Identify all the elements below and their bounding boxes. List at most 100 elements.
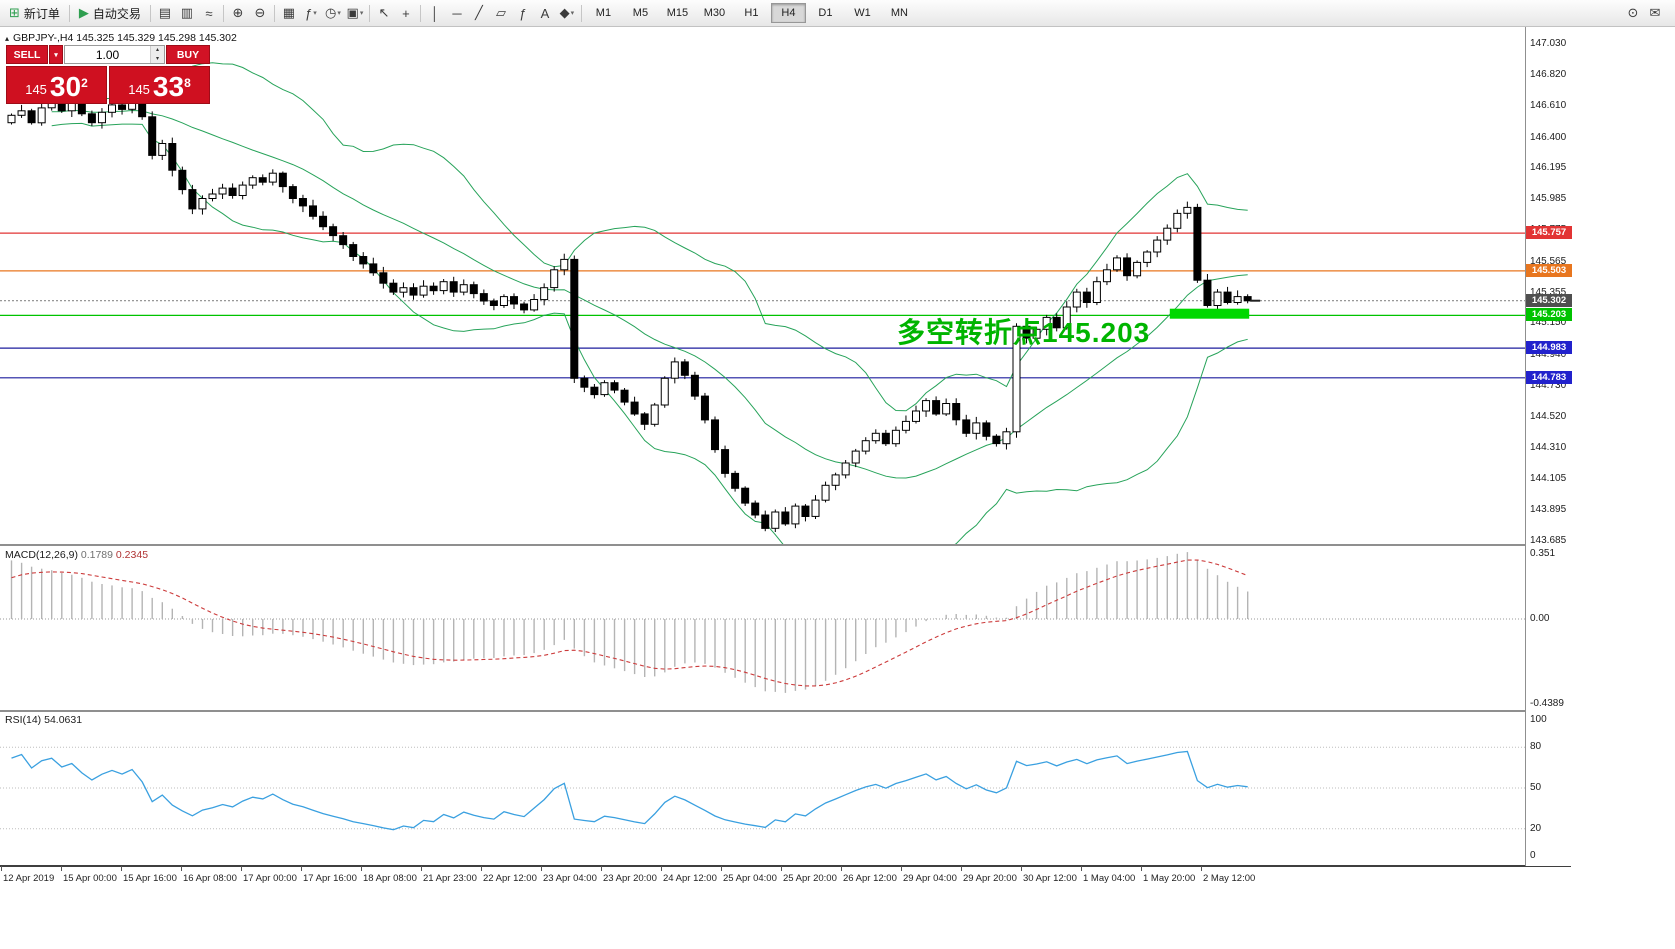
price-axis-label: 144.940 [1530,349,1567,360]
sell-price-button[interactable]: 145 30 2 [6,66,107,104]
macd-label: MACD(12,26,9) 0.1789 0.2345 [5,549,148,561]
price-axis-label: 144.520 [1530,411,1567,422]
crosshair-icon[interactable]: + [402,5,410,21]
timeframe-button-m5[interactable]: M5 [632,7,649,19]
volume-down-button[interactable]: ▾ [151,54,164,63]
trade-price-row: 145 30 2 145 33 8 [6,66,210,104]
zoom-in-icon[interactable]: ⊕ [232,5,244,20]
macd-separator[interactable] [0,544,1571,546]
periods-icon-dropdown[interactable]: ▾ [337,10,341,17]
time-axis-label: 24 Apr 12:00 [663,873,717,884]
candlestick-chart-icon[interactable]: ▥ [180,5,194,20]
tile-windows-icon[interactable]: ▦ [282,5,296,20]
price-axis-label: 143.895 [1530,504,1567,515]
auto-trading-icon: ▶ [78,5,89,20]
templates-icon[interactable]: ▣ ▾ [346,5,364,20]
indicators-icon-dropdown[interactable]: ▾ [313,10,317,17]
timeframe-button-m15[interactable]: M15 [666,7,689,19]
sell-price-point: 2 [81,76,88,90]
indicators-icon[interactable]: ƒ ▾ [305,5,317,21]
time-axis-tick [421,866,422,871]
toolbar-separator [149,4,151,22]
feedback-icon[interactable]: ✉ [1649,5,1661,20]
search-icon[interactable]: ⊙ [1627,5,1639,20]
price-axis-label: 146.195 [1530,162,1567,173]
time-axis-label: 30 Apr 12:00 [1023,873,1077,884]
price-axis-label: 146.820 [1530,69,1567,80]
trade-controls-row: SELL ▾ ▴ ▾ BUY [6,45,210,64]
sell-price-main: 145 [25,82,47,97]
auto-trading-button[interactable]: ▶ 自动交易 [73,3,147,23]
rsi-scale-label: 80 [1530,741,1542,752]
time-axis-label: 23 Apr 04:00 [543,873,597,884]
timeframe-button-h1[interactable]: H1 [744,7,759,19]
buy-price-button[interactable]: 145 33 8 [109,66,210,104]
time-axis-tick [661,866,662,871]
templates-icon-dropdown[interactable]: ▾ [359,10,364,17]
time-axis[interactable]: 12 Apr 2019 15 Apr 00:00 15 Apr 16:00 16 Ap… [0,866,1525,888]
volume-input[interactable] [65,46,150,63]
cursor-icon[interactable]: ↖ [378,5,390,20]
time-axis-label: 25 Apr 20:00 [783,873,837,884]
price-axis-label: 146.400 [1530,132,1567,143]
vertical-line-icon[interactable]: │ [430,5,439,21]
sell-button[interactable]: SELL [6,45,48,64]
horizontal-line-icon[interactable]: ─ [452,5,462,21]
timeframe-button-w1[interactable]: W1 [854,7,871,19]
sell-price-pips: 30 [49,71,82,102]
price-axis-label: 145.150 [1530,317,1567,328]
buy-price-point: 8 [184,76,191,90]
price-level-tag: 145.503 [1526,264,1572,277]
order-options-dropdown[interactable]: ▾ [49,45,63,64]
price-axis-label: 147.030 [1530,38,1567,49]
rsi-scale-label: 50 [1530,782,1542,793]
zoom-out-icon[interactable]: ⊖ [254,5,266,20]
text-label-icon[interactable]: A [540,5,550,21]
time-axis-label: 12 Apr 2019 [3,873,55,884]
trendline-icon[interactable]: ╱ [475,5,483,20]
collapse-ohlc-icon[interactable]: ▴ [5,34,10,43]
line-chart-icon[interactable]: ≈ [205,5,213,21]
timeframe-button-mn[interactable]: MN [890,7,908,19]
time-axis-tick [1201,866,1202,871]
time-axis-label: 17 Apr 16:00 [303,873,357,884]
pivot-annotation: 多空转折点145.203 [897,317,1151,348]
macd-panel-canvas[interactable] [0,547,1525,709]
chart-window[interactable]: ▴ GBPJPY-,H4 145.325 145.329 145.298 145.… [0,26,1675,949]
timeframe-button-m1[interactable]: M1 [595,7,612,19]
time-axis-tick [1021,866,1022,871]
rsi-scale-label: 20 [1530,823,1542,834]
arrow-tools-icon[interactable]: ◆ ▾ [559,5,575,20]
volume-spinner: ▴ ▾ [150,46,164,63]
macd-scale-label: 0.00 [1530,613,1550,624]
new-order-button-label: 新订单 [23,6,60,21]
channel-icon[interactable]: ▱ [495,5,506,20]
buy-button[interactable]: BUY [166,45,210,64]
rsi-scale-label: 0 [1530,850,1536,861]
price-level-tag: 145.757 [1526,226,1572,239]
periods-icon[interactable]: ◷ ▾ [325,5,341,20]
toolbar-separator [580,4,582,22]
timeframe-button-h4[interactable]: H4 [770,3,806,23]
fibonacci-icon[interactable]: ƒ [519,5,527,21]
price-level-tag: 145.302 [1526,294,1572,307]
time-axis-label: 15 Apr 00:00 [63,873,117,884]
timeframe-button-m30[interactable]: M30 [703,7,726,19]
rsi-panel-canvas[interactable] [0,712,1525,864]
bar-chart-icon[interactable]: ▤ [158,5,172,20]
time-axis-label: 25 Apr 04:00 [723,873,777,884]
time-axis-tick [361,866,362,871]
new-order-button[interactable]: ⊞ 新订单 [3,3,66,23]
price-axis[interactable]: 147.030 146.820 146.610 146.400 146.195 145.9… [1525,26,1572,866]
time-axis-label: 29 Apr 20:00 [963,873,1017,884]
timeframe-button-d1[interactable]: D1 [818,7,833,19]
time-axis-tick [961,866,962,871]
price-chart-canvas[interactable] [0,26,1525,545]
arrow-tools-icon-dropdown[interactable]: ▾ [570,10,575,17]
price-axis-label: 146.610 [1530,100,1567,111]
price-axis-label: 145.565 [1530,256,1567,267]
volume-up-button[interactable]: ▴ [151,46,164,55]
time-axis-tick [181,866,182,871]
rsi-separator[interactable] [0,710,1571,712]
